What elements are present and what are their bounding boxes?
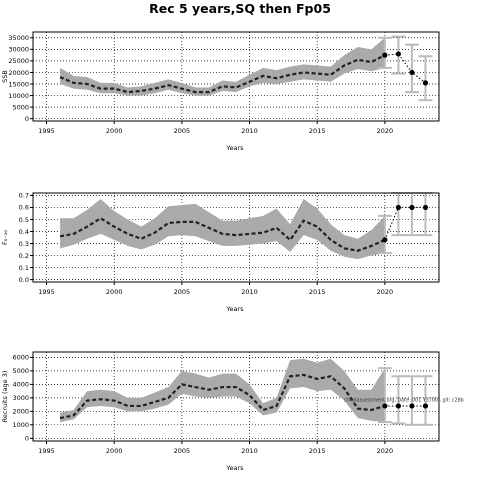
y-tick-label: 0.6 — [19, 204, 29, 212]
y-tick-label: 2000 — [12, 408, 29, 416]
x-tick-label: 2010 — [241, 447, 258, 455]
plot-frame — [32, 351, 440, 442]
estimate-line — [59, 373, 386, 420]
projection-point — [409, 69, 415, 76]
page-title: Rec 5 years,SQ then Fp05 — [149, 1, 331, 16]
panel-f: 1995 2000 2005 2010 2015 2020 0.0 0.1 0.2 0.3 0.4 0… — [1, 192, 440, 313]
confidence-band — [60, 358, 385, 423]
x-tick-label: 2010 — [241, 127, 258, 135]
projection-point — [382, 52, 388, 58]
y-tick-label: 5000 — [12, 103, 29, 111]
projection-point — [395, 204, 401, 211]
x-tick-label: 2005 — [174, 127, 191, 135]
y-tick-label: 20000 — [8, 69, 29, 77]
y-tick-label: 0.2 — [19, 252, 29, 260]
x-tick-label: 2010 — [241, 288, 258, 296]
projection-point — [395, 51, 401, 57]
confidence-band — [60, 37, 385, 96]
x-tick-label: 2015 — [309, 447, 326, 455]
projection-point — [422, 80, 429, 86]
stamp-annotation: stockassessment.org, Date: 001 Y3700 , g… — [344, 398, 464, 404]
projection-point — [422, 204, 429, 211]
plot-frame — [32, 192, 440, 283]
x-tick-label: 2000 — [106, 447, 123, 455]
y-tick-label: 0.3 — [19, 240, 29, 248]
x-tick-label: 1995 — [38, 447, 55, 455]
x-axis-label: Years — [225, 305, 244, 313]
x-tick-label: 2005 — [174, 288, 191, 296]
projection-line — [384, 206, 426, 241]
y-tick-label: 0.1 — [19, 264, 29, 272]
y-axis-label: SSB — [1, 70, 9, 83]
y-tick-label: 3000 — [12, 394, 29, 402]
y-tick-label: 0.7 — [19, 192, 29, 200]
x-tick-label: 2020 — [377, 447, 394, 455]
x-tick-label: 2020 — [377, 127, 394, 135]
x-tick-label: 1995 — [38, 127, 55, 135]
x-axis-label: Years — [225, 464, 244, 472]
y-tick-label: 6000 — [12, 354, 29, 362]
x-tick-label: 2000 — [106, 127, 123, 135]
y-tick-label: 0.4 — [19, 228, 29, 236]
panel-ssb: 1995 2000 2005 2010 2015 2020 0 5000 10000 15000 2… — [1, 31, 440, 152]
x-tick-label: 2000 — [106, 288, 123, 296]
y-axis-label: Recruits (age 3) — [1, 371, 9, 423]
y-tick-label: 0.5 — [19, 216, 29, 224]
y-tick-label: 0 — [25, 115, 29, 123]
y-tick-label: 25000 — [8, 57, 29, 65]
x-tick-label: 2020 — [377, 288, 394, 296]
estimate-line — [59, 216, 386, 252]
x-tick-label: 1995 — [38, 288, 55, 296]
y-tick-label: 1000 — [12, 421, 29, 429]
y-tick-label: 4000 — [12, 381, 29, 389]
y-axis-label: F₆₋₁₀ — [1, 230, 9, 245]
y-tick-label: 0 — [25, 435, 29, 443]
projection-point — [409, 204, 415, 211]
y-tick-label: 10000 — [8, 92, 29, 100]
projection-line — [384, 53, 426, 84]
plot-frame — [32, 31, 440, 122]
x-tick-label: 2015 — [309, 127, 326, 135]
panel-recruits: 1995 2000 2005 2010 2015 2020 0 1000 2000 3000 400… — [1, 351, 440, 472]
x-tick-label: 2005 — [174, 447, 191, 455]
projection-point — [382, 403, 388, 409]
y-tick-label: 0.0 — [19, 276, 29, 284]
x-tick-label: 2015 — [309, 288, 326, 296]
confidence-band — [60, 199, 385, 260]
y-tick-label: 5000 — [12, 367, 29, 375]
y-tick-label: 35000 — [8, 34, 29, 42]
projection-point — [422, 403, 429, 409]
projection-point — [395, 403, 401, 409]
projection-point — [409, 403, 415, 409]
y-tick-label: 30000 — [8, 46, 29, 54]
projection-point — [382, 237, 388, 243]
y-tick-label: 15000 — [8, 80, 29, 88]
x-axis-label: Years — [225, 144, 244, 152]
